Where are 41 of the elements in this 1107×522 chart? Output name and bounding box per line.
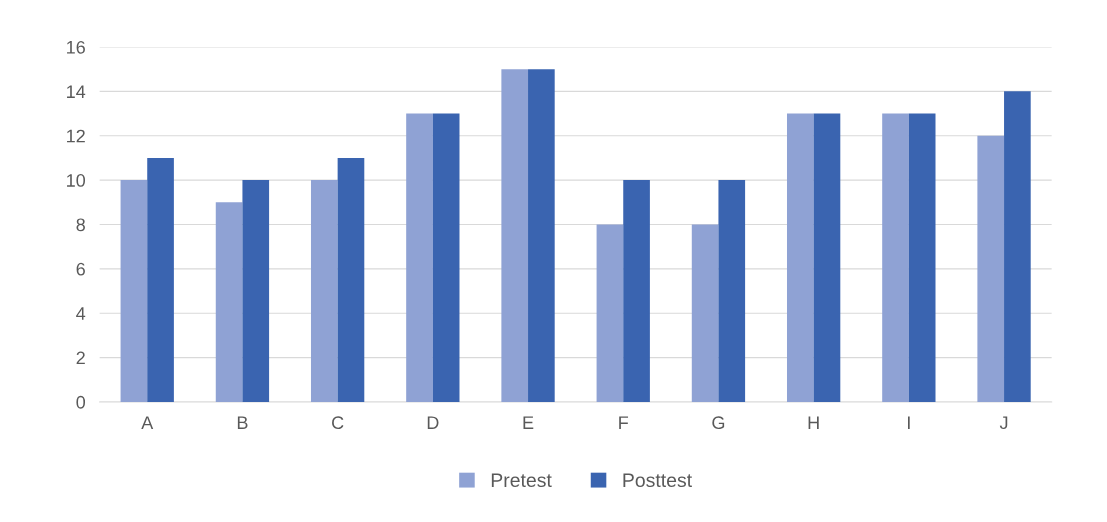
bar	[528, 69, 555, 402]
y-tick-label: 0	[76, 395, 86, 409]
x-tick-label: A	[141, 416, 154, 429]
y-tick-label: 14	[67, 85, 86, 98]
bar	[147, 157, 174, 402]
x-tick-label: G	[712, 416, 725, 430]
legend-label: Pretest	[491, 473, 552, 488]
bar	[406, 113, 433, 402]
bar	[813, 113, 841, 402]
x-tick-label: D	[427, 416, 439, 429]
y-tick-label: 8	[76, 218, 85, 232]
x-tick-label: I	[908, 416, 910, 429]
x-tick-label: E	[523, 416, 534, 429]
y-tick-label: 16	[67, 40, 85, 54]
bar	[977, 135, 1005, 402]
bar	[337, 157, 365, 402]
bar	[691, 224, 719, 402]
bar	[786, 113, 814, 402]
x-tick-label: C	[332, 416, 344, 430]
y-tick-label: 4	[76, 307, 86, 320]
bar	[1004, 91, 1031, 402]
y-tick-label: 6	[76, 262, 85, 276]
bar	[882, 113, 909, 402]
bar	[596, 224, 624, 402]
legend-label: Posttest	[623, 473, 692, 488]
x-tick-label: H	[808, 416, 819, 429]
y-tick-label: 2	[76, 351, 85, 365]
bar	[120, 180, 148, 402]
bar	[623, 180, 650, 402]
bar	[501, 69, 529, 402]
bar	[432, 113, 460, 402]
bar	[310, 180, 338, 402]
bar	[242, 180, 270, 402]
bar	[215, 202, 243, 402]
y-tick-label: 10	[67, 174, 86, 187]
x-tick-label: J	[999, 416, 1008, 430]
x-tick-label: B	[237, 416, 248, 429]
x-tick-label: F	[619, 416, 629, 429]
y-tick-label: 12	[67, 129, 85, 143]
bar	[718, 180, 746, 402]
bar	[908, 113, 936, 402]
